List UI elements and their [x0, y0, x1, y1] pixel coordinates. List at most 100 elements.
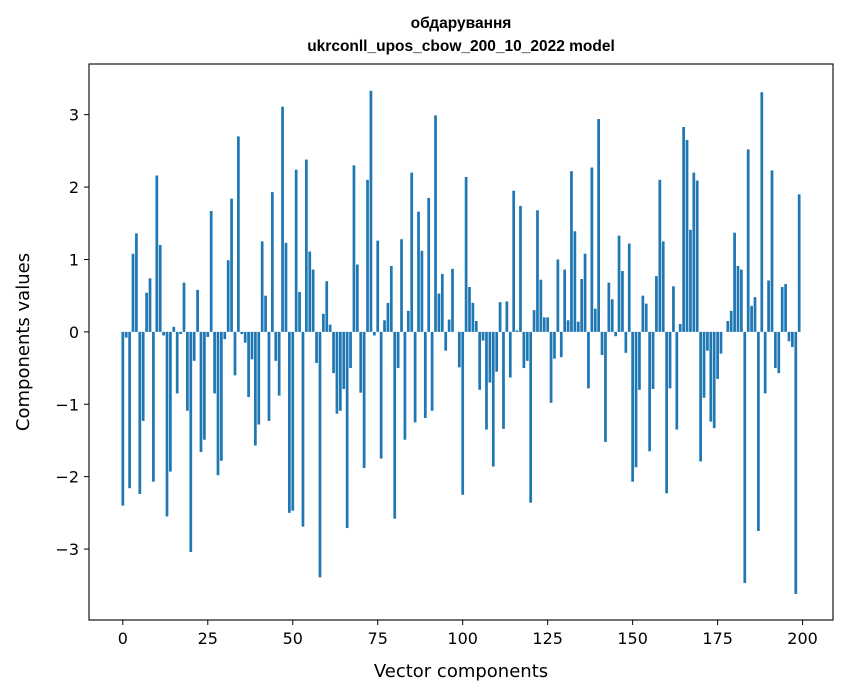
bar-110: [495, 331, 499, 372]
bar-77: [383, 320, 386, 332]
bar-150: [631, 331, 634, 482]
x-tick-label-100: 100: [447, 629, 478, 648]
bar-112: [502, 331, 505, 429]
bar-54: [304, 159, 308, 332]
bar-8: [148, 278, 152, 332]
bar-154: [644, 303, 648, 332]
bar-145: [614, 331, 618, 337]
y-tick-label--3: −3: [55, 540, 79, 559]
bar-56: [311, 269, 315, 332]
bar-40: [257, 331, 261, 425]
bar-26: [209, 210, 213, 332]
bar-97: [451, 268, 454, 332]
chart-title-block: обдарування ukrconll_upos_cbow_200_10_20…: [307, 15, 615, 55]
bar-78: [386, 302, 390, 332]
bar-20: [189, 331, 193, 552]
bar-88: [420, 250, 424, 332]
x-tick-label-150: 150: [617, 629, 648, 648]
bar-103: [471, 302, 475, 332]
bar-102: [468, 286, 471, 332]
bar-158: [658, 179, 662, 332]
bar-109: [491, 331, 495, 467]
bar-115: [512, 190, 516, 332]
bar-67: [349, 331, 352, 369]
bar-168: [692, 172, 696, 332]
bar-195: [784, 284, 787, 332]
bar-27: [213, 331, 216, 394]
bar-84: [406, 310, 410, 332]
bar-96: [447, 319, 451, 332]
bar-23: [199, 331, 203, 453]
y-tick-label--1: −1: [55, 395, 79, 414]
bar-50: [291, 331, 295, 511]
bar-57: [315, 331, 318, 363]
bar-119: [525, 331, 529, 361]
bar-series: [121, 90, 801, 594]
y-axis-label: Components values: [13, 253, 34, 431]
bar-120: [529, 331, 533, 503]
x-axis-label: Vector components: [374, 661, 548, 682]
bar-29: [220, 331, 223, 461]
bar-117: [519, 205, 522, 332]
bar-22: [196, 289, 199, 332]
y-tick-label--2: −2: [55, 468, 79, 487]
bar-46: [277, 331, 281, 396]
bar-1: [124, 331, 128, 338]
bar-41: [260, 241, 264, 332]
y-axis: −3 −2 −1 0 1 2 3: [55, 106, 89, 559]
bar-90: [427, 197, 431, 332]
bar-95: [444, 331, 448, 351]
bar-13: [165, 331, 169, 517]
y-tick-label-0: 0: [69, 323, 79, 342]
bar-5: [138, 331, 142, 495]
y-tick-label-3: 3: [69, 106, 79, 125]
bar-138: [590, 167, 594, 332]
bar-87: [417, 211, 420, 332]
bar-178: [726, 321, 730, 332]
bar-107: [485, 331, 488, 430]
bar-132: [570, 171, 573, 332]
bar-188: [760, 92, 764, 332]
bar-139: [593, 308, 597, 332]
bar-161: [668, 331, 672, 389]
bar-85: [410, 172, 414, 332]
bar-51: [294, 169, 298, 332]
bar-75: [376, 240, 380, 332]
bar-149: [627, 243, 631, 332]
bar-39: [254, 331, 257, 446]
bar-137: [587, 331, 590, 389]
bar-173: [709, 331, 713, 422]
bar-55: [308, 251, 312, 332]
bar-25: [206, 331, 210, 337]
bar-123: [539, 279, 543, 332]
bar-106: [481, 331, 485, 341]
bar-76: [379, 331, 383, 459]
bar-18: [182, 282, 186, 332]
bar-184: [746, 149, 750, 332]
bar-62: [332, 331, 335, 374]
bar-128: [556, 259, 560, 332]
bar-176: [719, 331, 723, 354]
bar-118: [522, 331, 526, 369]
bar-189: [763, 331, 767, 394]
bar-70: [359, 331, 363, 393]
bar-42: [264, 295, 267, 332]
bar-45: [274, 331, 278, 361]
bar-142: [604, 331, 607, 442]
bar-113: [505, 301, 509, 332]
bar-159: [661, 241, 665, 332]
bar-170: [699, 331, 702, 462]
plot-frame: [88, 63, 834, 621]
bar-182: [740, 269, 743, 332]
bar-157: [655, 276, 658, 332]
bar-166: [685, 140, 689, 332]
bar-122: [536, 210, 539, 332]
bar-52: [298, 292, 301, 332]
bar-11: [158, 244, 162, 332]
bar-24: [203, 331, 206, 440]
bar-73: [369, 90, 373, 332]
bar-172: [706, 331, 709, 351]
bar-108: [488, 331, 492, 383]
bar-28: [216, 331, 220, 476]
